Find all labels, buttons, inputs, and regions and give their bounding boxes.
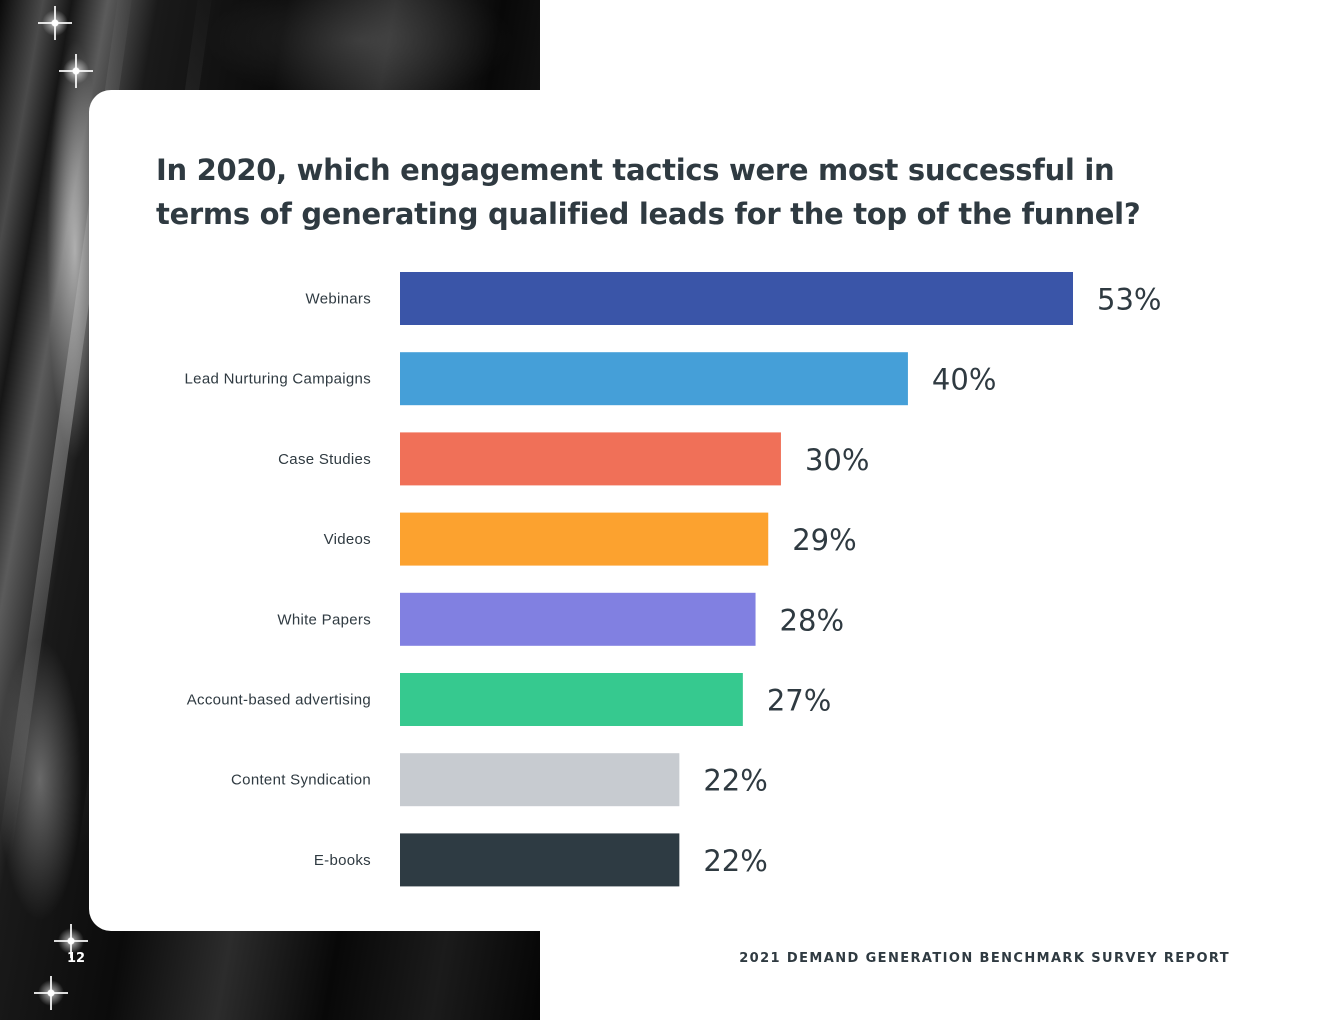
category-label: Lead Nurturing Campaigns [185, 371, 371, 388]
sparkle-icon [63, 58, 89, 84]
value-label: 30% [805, 443, 869, 477]
sparkle-icon [42, 10, 68, 36]
page-number: 12 [67, 951, 86, 966]
sparkle-icon [58, 928, 84, 954]
value-label: 28% [780, 603, 844, 637]
value-label: 22% [703, 764, 767, 798]
value-label: 29% [792, 523, 856, 557]
category-label: White Papers [277, 611, 371, 628]
bar [400, 833, 680, 887]
value-label: 22% [703, 844, 767, 878]
category-label: E-books [314, 852, 371, 869]
bar [400, 352, 908, 406]
bar [400, 673, 743, 726]
category-label: Webinars [306, 291, 371, 308]
bar [400, 432, 781, 486]
bar [400, 753, 680, 807]
value-label: 27% [767, 684, 831, 718]
bar [400, 592, 756, 646]
category-label: Case Studies [278, 451, 371, 468]
category-label: Content Syndication [231, 772, 371, 789]
bar [400, 512, 769, 566]
sparkle-icon [38, 980, 64, 1006]
value-label: 53% [1097, 283, 1161, 317]
content-card [89, 90, 1320, 931]
category-label: Account-based advertising [187, 692, 371, 709]
bar [400, 272, 1073, 325]
report-footer: 2021 DEMAND GENERATION BENCHMARK SURVEY … [739, 951, 1230, 966]
chart-title: In 2020, which engagement tactics were m… [156, 153, 1141, 231]
value-label: 40% [932, 363, 996, 397]
category-label: Videos [324, 531, 371, 548]
